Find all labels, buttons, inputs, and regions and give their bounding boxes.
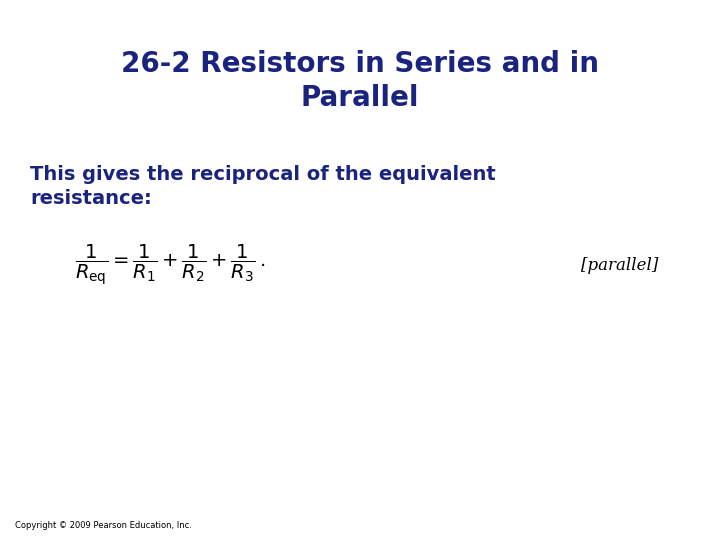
Text: Copyright © 2009 Pearson Education, Inc.: Copyright © 2009 Pearson Education, Inc. <box>15 521 192 530</box>
Text: This gives the reciprocal of the equivalent
resistance:: This gives the reciprocal of the equival… <box>30 165 496 207</box>
Text: $\dfrac{1}{R_{\mathrm{eq}}} = \dfrac{1}{R_1} + \dfrac{1}{R_2} + \dfrac{1}{R_3}\,: $\dfrac{1}{R_{\mathrm{eq}}} = \dfrac{1}{… <box>75 242 266 287</box>
Text: 26-2 Resistors in Series and in
Parallel: 26-2 Resistors in Series and in Parallel <box>121 50 599 111</box>
Text: [parallel]: [parallel] <box>581 256 659 273</box>
